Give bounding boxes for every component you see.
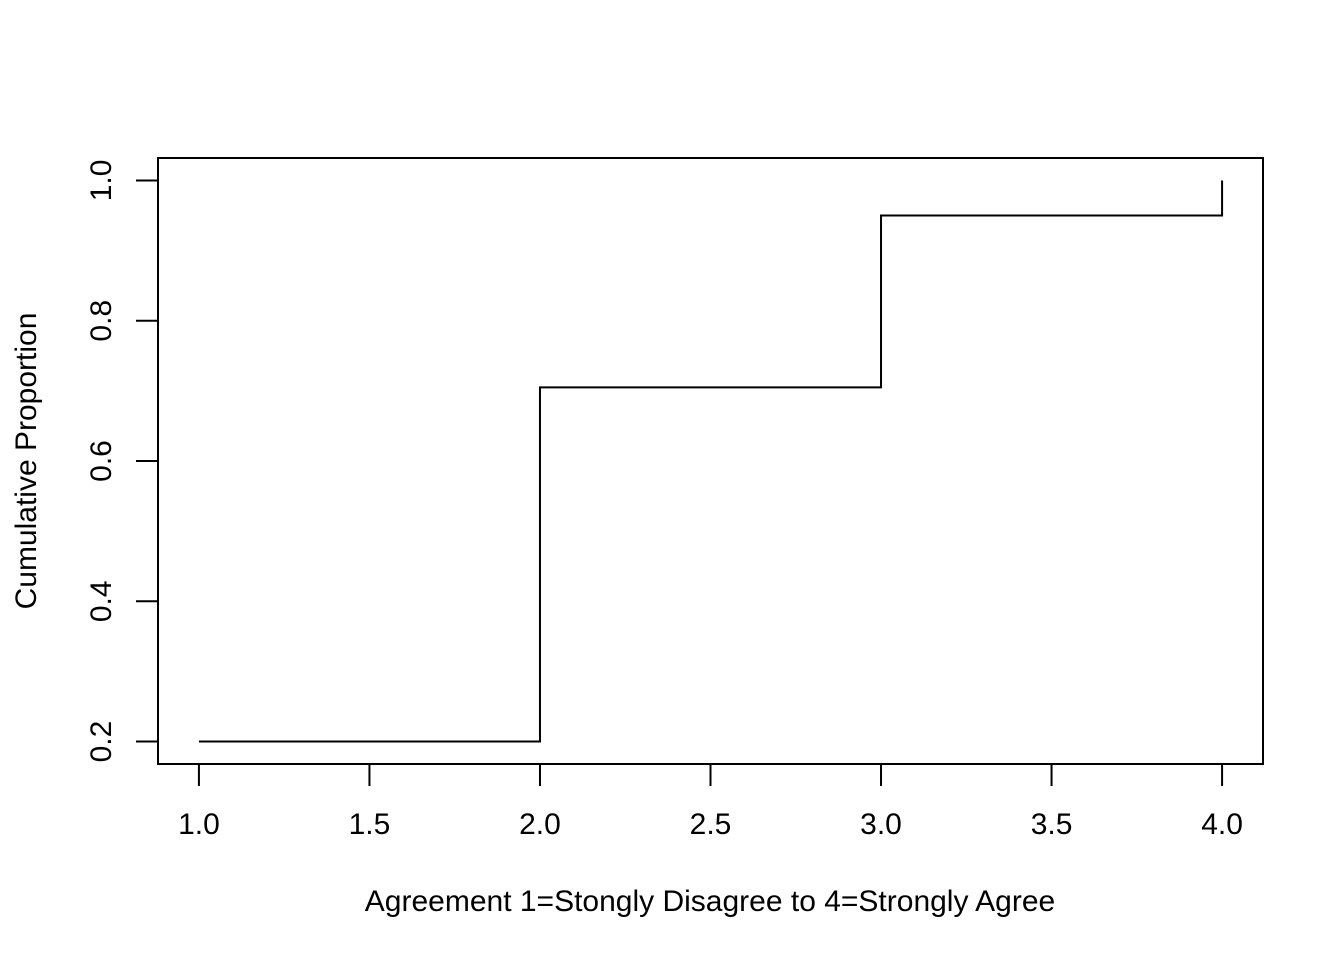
y-tick-label: 0.6	[85, 440, 118, 482]
y-tick-label: 0.4	[85, 580, 118, 622]
y-axis: 0.2 0.4 0.6 0.8 1.0	[85, 160, 159, 763]
y-tick-label: 1.0	[85, 160, 118, 202]
y-tick-label: 0.8	[85, 300, 118, 342]
x-tick-label: 2.5	[690, 808, 732, 841]
y-tick-label: 0.2	[85, 721, 118, 763]
x-tick-label: 3.0	[860, 808, 902, 841]
x-axis-title: Agreement 1=Stongly Disagree to 4=Strong…	[365, 885, 1055, 918]
x-tick-label: 3.5	[1031, 808, 1073, 841]
x-tick-label: 1.0	[178, 808, 220, 841]
cumulative-step-line	[198, 180, 1224, 743]
x-tick-label: 1.5	[349, 808, 391, 841]
x-axis: 1.0 1.5 2.0 2.5 3.0 3.5 4.0	[178, 763, 1243, 841]
x-tick-label: 2.0	[519, 808, 561, 841]
plot-box	[157, 157, 1264, 765]
x-tick-label: 4.0	[1201, 808, 1243, 841]
y-axis-title: Cumulative Proportion	[10, 313, 43, 610]
